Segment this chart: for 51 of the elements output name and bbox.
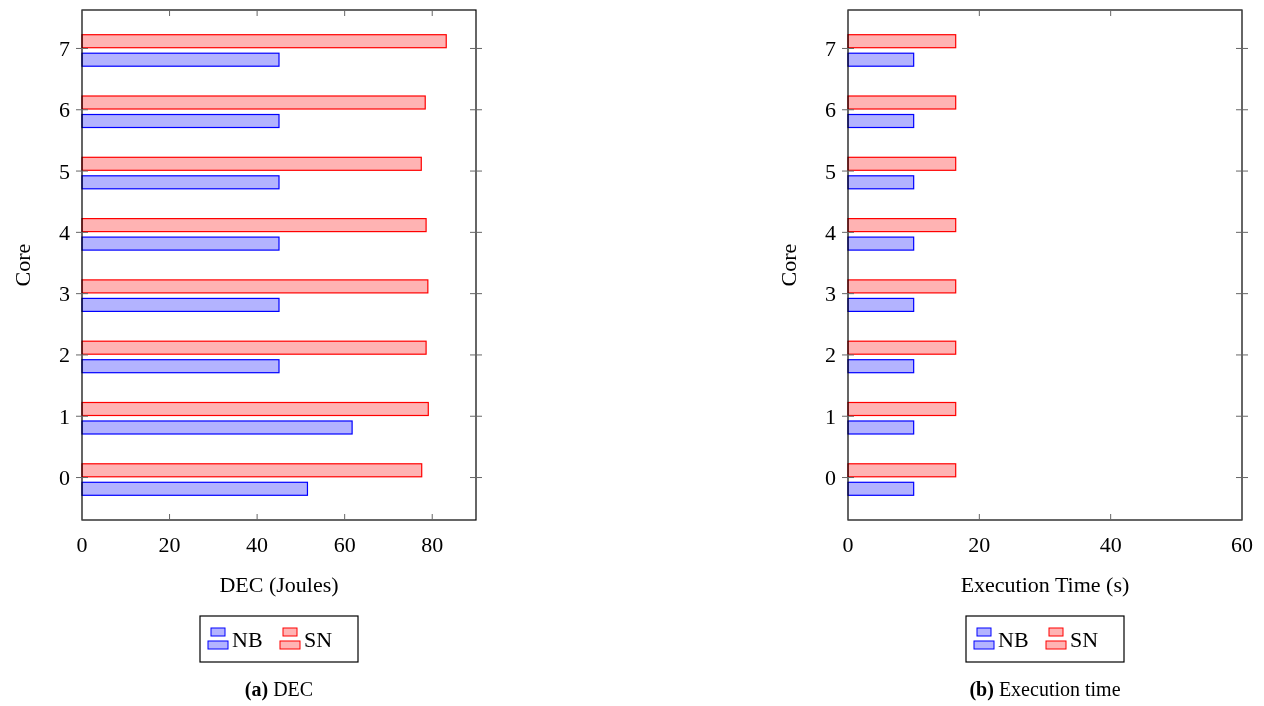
y-tick-label: 5 — [825, 158, 836, 184]
y-axis-title: Core — [776, 243, 801, 287]
x-axis-title: Execution Time (s) — [960, 572, 1130, 597]
legend-label: NB — [998, 626, 1029, 652]
bar — [81, 340, 427, 355]
x-tick-label: 0 — [76, 532, 88, 557]
y-tick-label: 0 — [825, 465, 836, 491]
bar — [81, 297, 280, 312]
x-tick-label: 60 — [1231, 532, 1253, 557]
bar — [81, 218, 427, 233]
bar — [81, 175, 280, 190]
x-tick-label: 20 — [158, 532, 181, 557]
y-tick-label: 6 — [825, 97, 836, 123]
bar — [81, 156, 422, 171]
legend-label: SN — [304, 626, 333, 652]
bar — [81, 279, 429, 294]
x-axis-title: DEC (Joules) — [219, 572, 339, 597]
text: (a) DEC — [244, 678, 314, 701]
y-tick-label: 2 — [825, 342, 836, 368]
x-tick-label: 80 — [421, 532, 444, 557]
legend-label: SN — [1070, 626, 1099, 652]
legend-label: NB — [232, 626, 263, 652]
y-tick-label: 2 — [59, 342, 70, 368]
x-tick-label: 60 — [333, 532, 356, 557]
y-axis-title: Core — [10, 243, 35, 287]
y-tick-label: 4 — [825, 219, 836, 245]
x-tick-label: 40 — [1099, 532, 1122, 557]
x-tick-label: 0 — [842, 532, 854, 557]
bar — [81, 481, 309, 496]
x-tick-label: 20 — [968, 532, 991, 557]
bar — [81, 95, 426, 110]
y-tick-label: 7 — [825, 35, 836, 61]
text: (b) Execution time — [969, 678, 1121, 701]
bar — [81, 401, 429, 417]
y-tick-label: 7 — [59, 35, 70, 61]
y-tick-label: 3 — [59, 281, 70, 307]
y-tick-label: 5 — [59, 158, 70, 184]
y-tick-label: 4 — [59, 219, 70, 245]
y-tick-label: 6 — [59, 97, 70, 123]
y-tick-label: 1 — [59, 403, 70, 429]
bar — [81, 463, 423, 478]
y-tick-label: 0 — [59, 465, 70, 491]
y-tick-label: 3 — [825, 281, 836, 307]
bar — [81, 34, 447, 49]
bar — [81, 420, 353, 435]
y-tick-label: 1 — [825, 403, 836, 429]
bar — [81, 359, 280, 374]
bar — [81, 113, 280, 129]
bar — [81, 52, 280, 67]
x-tick-label: 40 — [246, 532, 269, 557]
bar — [81, 236, 280, 251]
